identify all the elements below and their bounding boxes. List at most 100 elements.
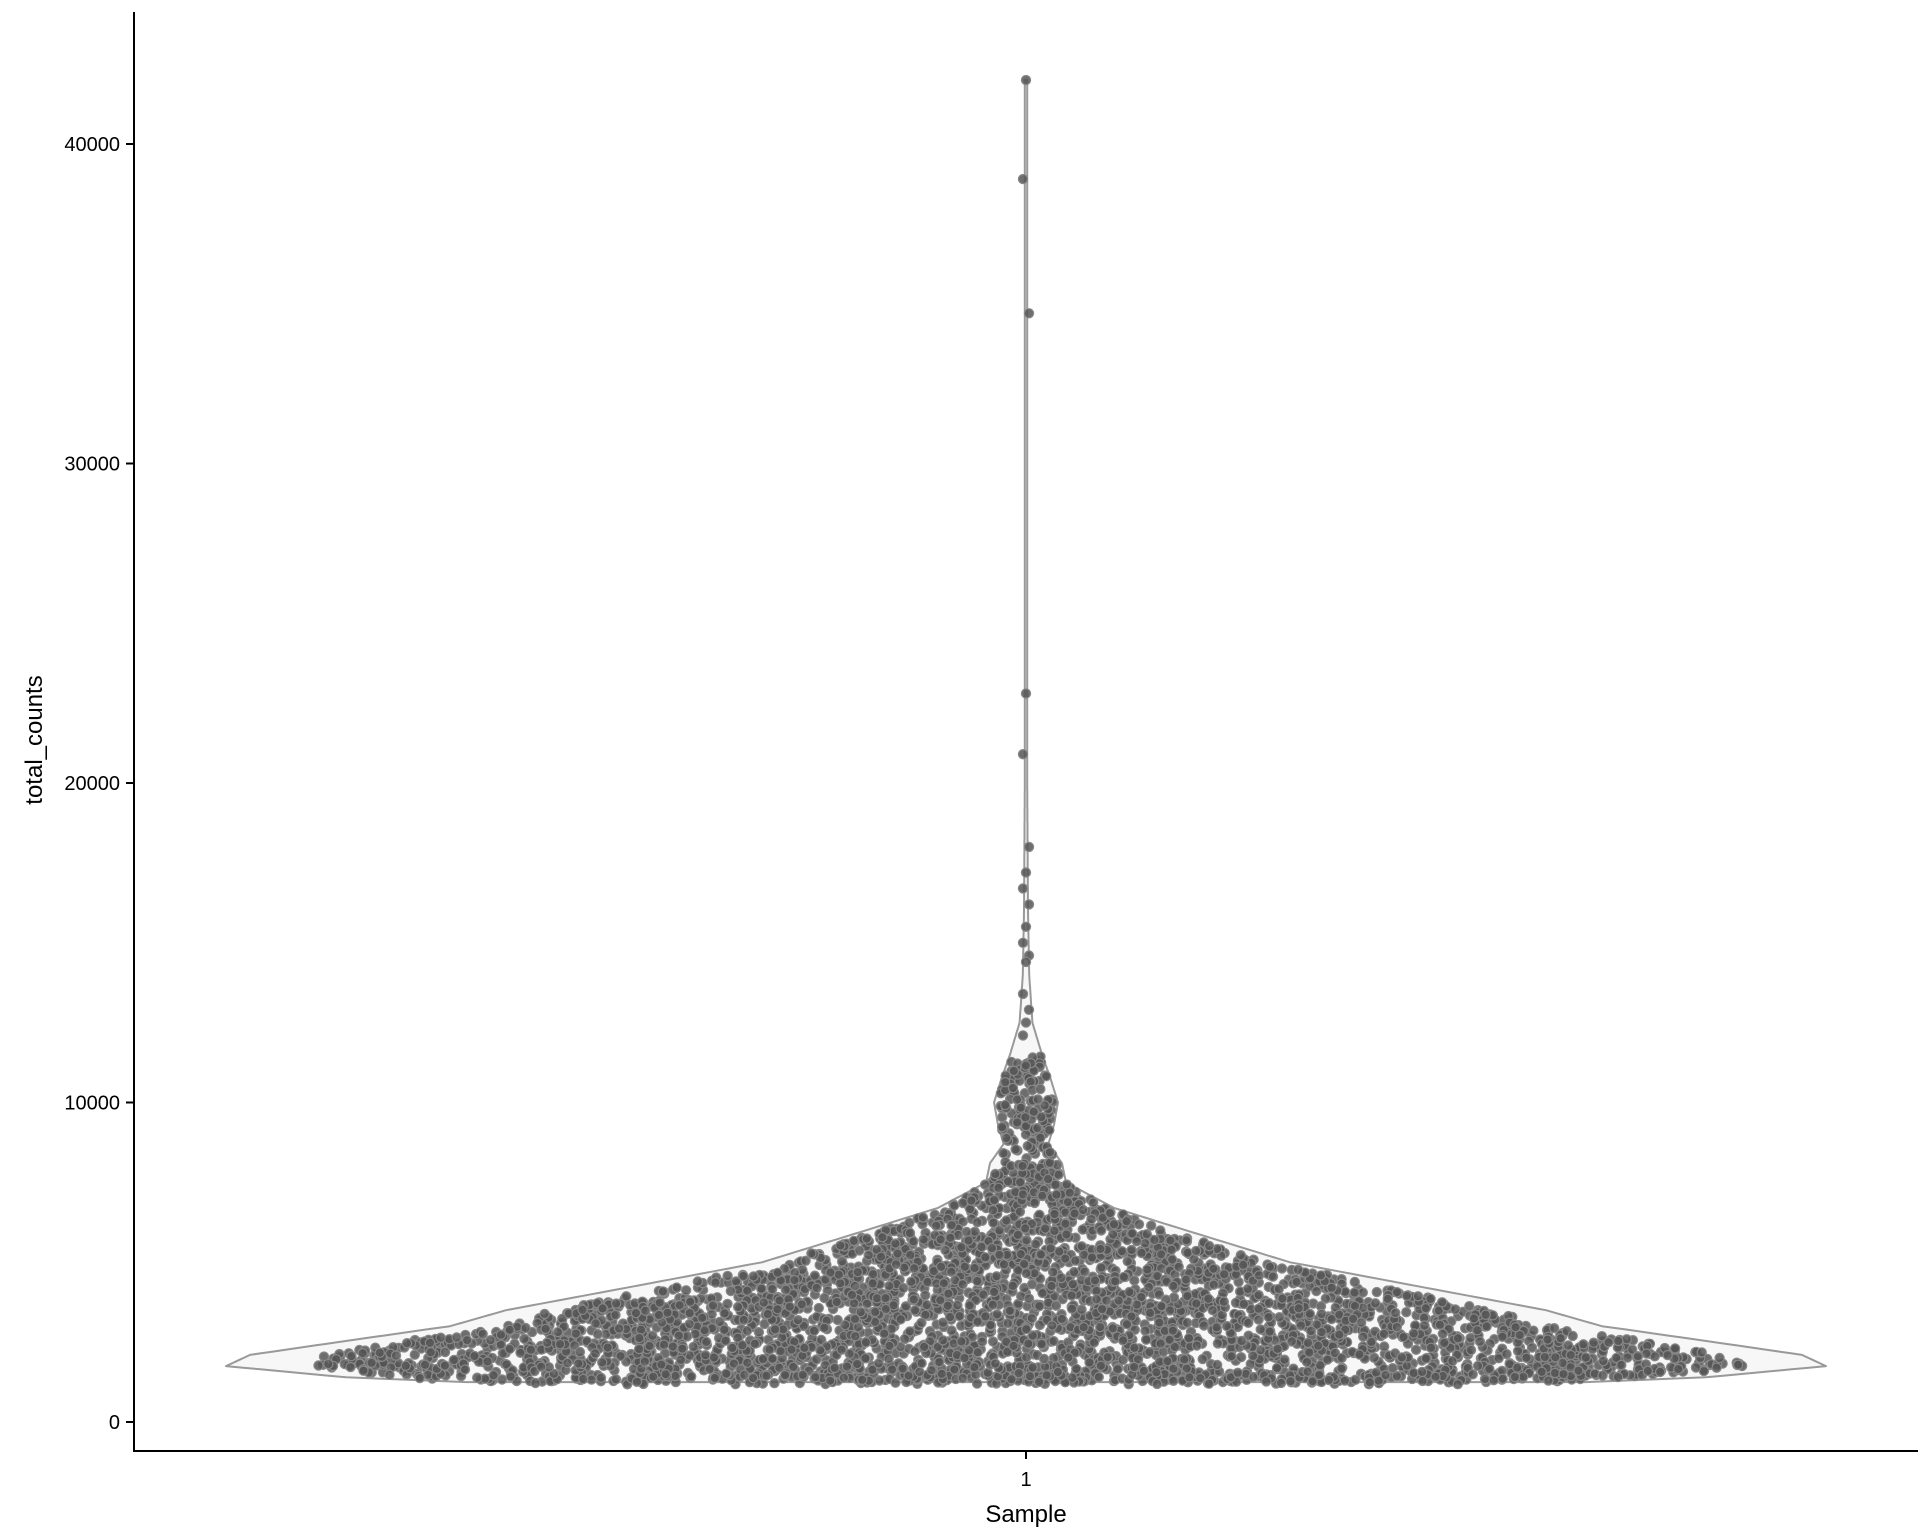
data-point bbox=[1370, 1298, 1381, 1309]
data-point bbox=[1273, 1283, 1285, 1295]
data-point bbox=[1208, 1279, 1219, 1290]
data-point bbox=[980, 1252, 991, 1263]
data-point bbox=[1371, 1286, 1383, 1298]
data-point bbox=[860, 1337, 872, 1348]
data-point bbox=[1091, 1294, 1102, 1305]
data-point bbox=[1349, 1276, 1361, 1288]
data-point bbox=[888, 1300, 899, 1311]
data-point bbox=[852, 1358, 863, 1370]
data-point bbox=[1021, 1234, 1032, 1246]
data-point bbox=[819, 1322, 830, 1333]
data-point bbox=[1167, 1325, 1179, 1336]
data-point bbox=[899, 1333, 911, 1345]
data-point bbox=[978, 1289, 989, 1300]
data-point bbox=[884, 1280, 895, 1292]
data-point bbox=[1012, 1117, 1023, 1128]
data-point bbox=[459, 1364, 471, 1375]
data-point bbox=[775, 1345, 786, 1357]
data-point bbox=[792, 1314, 804, 1326]
data-point bbox=[400, 1360, 411, 1372]
data-point bbox=[1093, 1371, 1105, 1383]
data-point bbox=[1023, 308, 1035, 319]
y-tick-label: 40000 bbox=[64, 134, 120, 156]
data-point bbox=[779, 1369, 791, 1381]
data-point bbox=[848, 1235, 860, 1247]
data-point bbox=[697, 1312, 708, 1324]
data-point bbox=[1035, 1083, 1046, 1095]
data-point bbox=[742, 1357, 753, 1368]
data-point bbox=[1243, 1330, 1254, 1341]
data-point bbox=[749, 1338, 761, 1349]
data-point bbox=[884, 1340, 895, 1352]
data-point bbox=[833, 1269, 845, 1280]
data-point bbox=[931, 1220, 942, 1231]
data-point bbox=[1641, 1348, 1652, 1359]
data-point bbox=[892, 1248, 903, 1259]
data-point bbox=[1151, 1378, 1163, 1390]
data-point bbox=[1089, 1275, 1101, 1286]
data-point bbox=[414, 1372, 425, 1384]
data-point bbox=[811, 1282, 822, 1294]
data-point bbox=[1711, 1362, 1722, 1373]
data-point bbox=[737, 1340, 748, 1351]
data-point bbox=[1129, 1342, 1140, 1354]
data-point bbox=[673, 1330, 685, 1341]
data-point bbox=[758, 1297, 770, 1308]
data-point bbox=[952, 1300, 963, 1311]
data-point bbox=[1253, 1314, 1264, 1325]
data-point bbox=[963, 1345, 975, 1356]
data-point bbox=[1164, 1305, 1176, 1316]
data-point bbox=[1261, 1376, 1272, 1387]
data-point bbox=[1151, 1367, 1162, 1378]
data-point bbox=[991, 1309, 1003, 1320]
data-point bbox=[840, 1319, 851, 1331]
data-point bbox=[562, 1357, 573, 1369]
data-point bbox=[1191, 1298, 1202, 1309]
data-point bbox=[1521, 1352, 1532, 1364]
data-point bbox=[980, 1311, 991, 1322]
data-point bbox=[940, 1244, 951, 1256]
data-point bbox=[1714, 1352, 1725, 1364]
data-point bbox=[701, 1336, 712, 1348]
data-point bbox=[1020, 1112, 1031, 1123]
data-point bbox=[630, 1307, 642, 1319]
data-point bbox=[1069, 1208, 1080, 1219]
data-point bbox=[1232, 1367, 1244, 1379]
data-point bbox=[949, 1364, 960, 1375]
data-point bbox=[1497, 1331, 1508, 1343]
data-point bbox=[1061, 1229, 1072, 1240]
data-point bbox=[926, 1364, 937, 1376]
data-point bbox=[1212, 1338, 1224, 1349]
data-point bbox=[732, 1332, 744, 1343]
data-point bbox=[1021, 1352, 1032, 1363]
data-point bbox=[1128, 1361, 1140, 1373]
data-point bbox=[1015, 1248, 1027, 1260]
data-point bbox=[769, 1377, 780, 1389]
data-point bbox=[1051, 1189, 1062, 1200]
data-point bbox=[1020, 74, 1032, 86]
data-point bbox=[684, 1307, 695, 1319]
data-point bbox=[1339, 1375, 1351, 1386]
data-point bbox=[323, 1358, 334, 1370]
data-point bbox=[880, 1292, 891, 1304]
data-point bbox=[867, 1364, 878, 1376]
data-point bbox=[932, 1341, 944, 1353]
data-point bbox=[1573, 1365, 1584, 1376]
data-point bbox=[686, 1371, 697, 1382]
data-point bbox=[938, 1277, 950, 1289]
data-point bbox=[909, 1345, 921, 1357]
data-point bbox=[539, 1308, 550, 1320]
data-point bbox=[1181, 1317, 1193, 1329]
data-point bbox=[1014, 1206, 1026, 1218]
data-point bbox=[1208, 1263, 1219, 1274]
data-point bbox=[909, 1305, 921, 1316]
data-point bbox=[610, 1309, 621, 1321]
data-point bbox=[699, 1325, 710, 1336]
data-point bbox=[1543, 1375, 1554, 1386]
data-point bbox=[1501, 1348, 1512, 1360]
data-point bbox=[597, 1357, 608, 1368]
data-point bbox=[966, 1195, 977, 1206]
data-point bbox=[644, 1340, 655, 1352]
data-point bbox=[1336, 1363, 1347, 1374]
data-point bbox=[1316, 1326, 1327, 1338]
